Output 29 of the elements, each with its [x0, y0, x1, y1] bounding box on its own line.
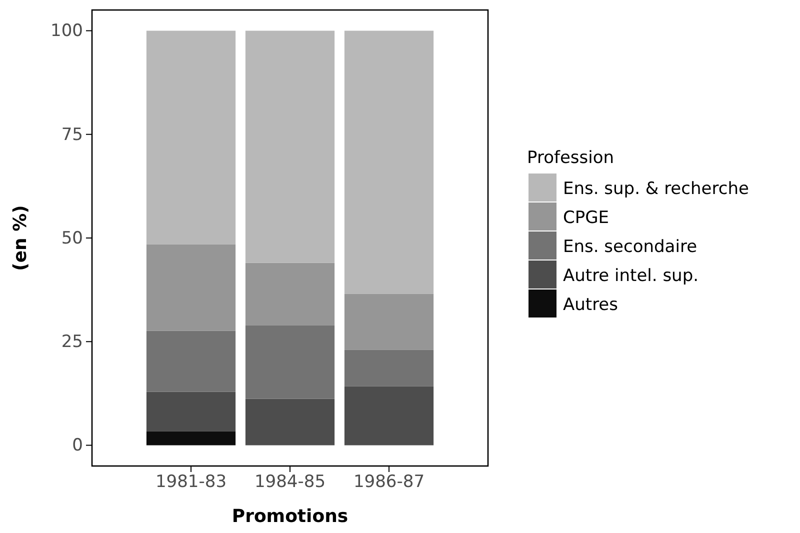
x-tick-label: 1986-87 — [353, 472, 425, 492]
legend-label: Autres — [563, 295, 618, 315]
x-tick-label: 1984-85 — [254, 472, 326, 492]
x-tick-label: 1981-83 — [155, 472, 227, 492]
legend-label: Ens. secondaire — [563, 237, 698, 257]
y-tick-label: 50 — [61, 228, 83, 248]
bar — [245, 262, 335, 326]
bar — [344, 30, 434, 294]
bar — [245, 398, 335, 446]
y-tick-label: 75 — [61, 124, 83, 145]
y-tick-label: 100 — [50, 21, 83, 42]
legend-label: Ens. sup. & recherche — [563, 179, 749, 199]
bar — [146, 30, 236, 244]
legend-title: Profession — [527, 148, 614, 168]
bar — [146, 244, 236, 331]
legend-label: Autre intel. sup. — [563, 266, 699, 286]
bar — [344, 294, 434, 350]
bar — [344, 350, 434, 386]
y-tick-label: 0 — [72, 436, 83, 456]
bar — [146, 330, 236, 392]
bar — [245, 30, 335, 263]
y-tick-label: 25 — [61, 332, 83, 352]
y-axis-title: (en %) — [10, 205, 31, 271]
legend-label: CPGE — [563, 208, 610, 228]
bar — [146, 392, 236, 432]
bar — [344, 386, 434, 446]
bar — [245, 325, 335, 399]
x-axis-title: Promotions — [232, 506, 348, 527]
bar — [146, 431, 236, 446]
